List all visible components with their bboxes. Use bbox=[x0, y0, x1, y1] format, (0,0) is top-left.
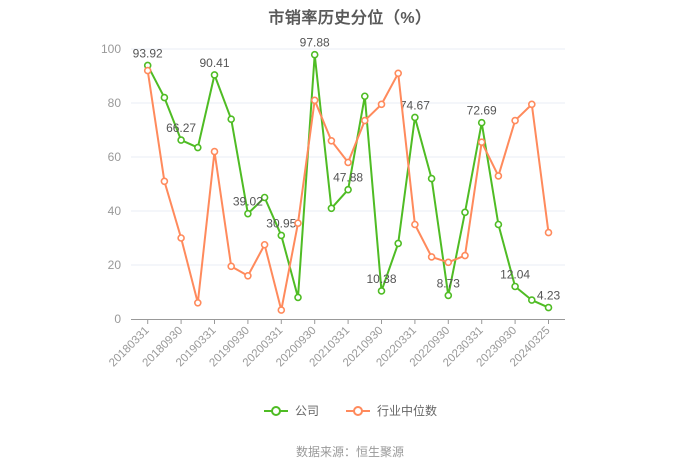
svg-text:93.92: 93.92 bbox=[133, 46, 163, 60]
svg-text:40: 40 bbox=[108, 204, 122, 218]
svg-text:20: 20 bbox=[108, 258, 122, 272]
svg-text:97.88: 97.88 bbox=[300, 36, 330, 50]
svg-text:100: 100 bbox=[101, 42, 121, 56]
svg-text:12.04: 12.04 bbox=[500, 267, 530, 281]
legend-item-industry[interactable]: 行业中位数 bbox=[345, 402, 437, 419]
svg-text:90.41: 90.41 bbox=[199, 56, 229, 70]
svg-text:72.69: 72.69 bbox=[467, 104, 497, 118]
source-text: 数据来源：恒生聚源 bbox=[295, 445, 404, 459]
svg-text:8.73: 8.73 bbox=[437, 276, 461, 290]
svg-text:4.23: 4.23 bbox=[537, 289, 561, 303]
svg-text:0: 0 bbox=[114, 312, 121, 326]
svg-text:30.95: 30.95 bbox=[266, 216, 296, 230]
svg-text:80: 80 bbox=[108, 96, 122, 110]
legend-label-company: 公司 bbox=[294, 404, 319, 418]
svg-text:39.02: 39.02 bbox=[233, 195, 263, 209]
svg-text:10.38: 10.38 bbox=[366, 272, 396, 286]
industry-series-marker-icon bbox=[346, 405, 370, 416]
legend-item-company[interactable]: 公司 bbox=[263, 402, 319, 419]
legend-label-industry: 行业中位数 bbox=[377, 404, 438, 418]
svg-text:47.88: 47.88 bbox=[333, 171, 363, 185]
svg-text:66.27: 66.27 bbox=[166, 121, 196, 135]
legend: 公司 行业中位数 bbox=[0, 402, 700, 419]
company-series-marker-icon bbox=[263, 405, 288, 416]
svg-text:74.67: 74.67 bbox=[400, 98, 430, 112]
chart-title: 市销率历史分位（%） bbox=[268, 10, 432, 27]
svg-text:60: 60 bbox=[108, 150, 122, 164]
